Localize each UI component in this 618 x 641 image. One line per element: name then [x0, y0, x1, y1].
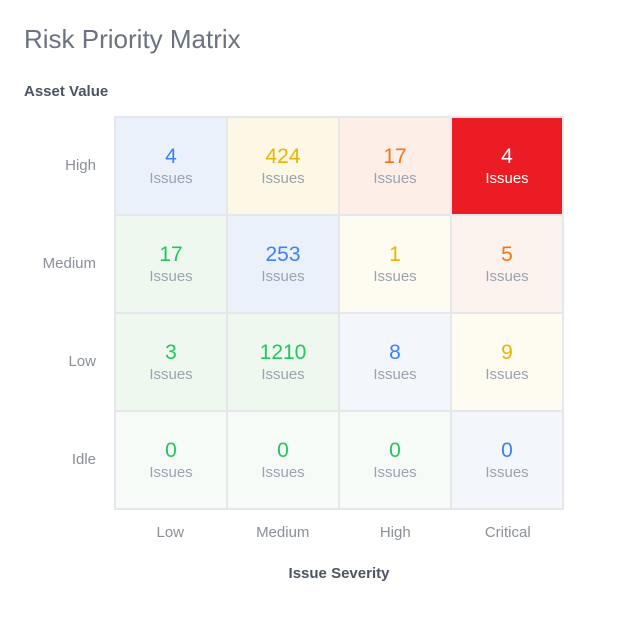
cell-count: 0 [277, 439, 289, 462]
x-axis-title: Issue Severity [114, 565, 564, 582]
cell-sublabel: Issues [485, 170, 528, 187]
y-axis-title: Asset Value [24, 83, 594, 100]
row-label-low: Low [24, 312, 114, 410]
row-label-idle: Idle [24, 410, 114, 508]
cell-sublabel: Issues [149, 170, 192, 187]
cell-count: 0 [165, 439, 177, 462]
matrix-cell[interactable]: 0 Issues [339, 411, 451, 509]
cell-count: 17 [383, 145, 406, 168]
row-labels: HighMediumLowIdle [24, 116, 114, 510]
matrix-cell[interactable]: 0 Issues [115, 411, 227, 509]
matrix-cell[interactable]: 1 Issues [339, 215, 451, 313]
col-label-high: High [339, 524, 452, 541]
cell-count: 1 [389, 243, 401, 266]
matrix-cell[interactable]: 17 Issues [339, 117, 451, 215]
matrix-cell[interactable]: 3 Issues [115, 313, 227, 411]
cell-sublabel: Issues [485, 268, 528, 285]
cell-sublabel: Issues [261, 464, 304, 481]
risk-matrix: HighMediumLowIdle 4Issues424Issues17Issu… [24, 116, 564, 582]
matrix-cell[interactable]: 9 Issues [451, 313, 563, 411]
cell-count: 1210 [260, 341, 307, 364]
cell-sublabel: Issues [149, 268, 192, 285]
matrix-cell[interactable]: 253 Issues [227, 215, 339, 313]
matrix-cell[interactable]: 1210 Issues [227, 313, 339, 411]
matrix-cell[interactable]: 17 Issues [115, 215, 227, 313]
matrix-cell[interactable]: 424 Issues [227, 117, 339, 215]
cell-sublabel: Issues [261, 268, 304, 285]
row-label-medium: Medium [24, 214, 114, 312]
matrix-cell[interactable]: 0 Issues [451, 411, 563, 509]
row-label-high: High [24, 116, 114, 214]
cell-sublabel: Issues [485, 464, 528, 481]
cell-sublabel: Issues [373, 366, 416, 383]
cell-sublabel: Issues [373, 464, 416, 481]
col-label-low: Low [114, 524, 227, 541]
page-title: Risk Priority Matrix [24, 24, 594, 55]
cell-count: 4 [501, 145, 513, 168]
matrix-cell[interactable]: 4 Issues [451, 117, 563, 215]
cell-sublabel: Issues [149, 464, 192, 481]
col-label-medium: Medium [227, 524, 340, 541]
matrix-cell[interactable]: 5 Issues [451, 215, 563, 313]
cell-sublabel: Issues [261, 170, 304, 187]
cell-count: 0 [389, 439, 401, 462]
cell-count: 8 [389, 341, 401, 364]
cell-count: 9 [501, 341, 513, 364]
matrix-grid: 4Issues424Issues17Issues4Issues17Issues2… [114, 116, 564, 510]
cell-count: 4 [165, 145, 177, 168]
cell-sublabel: Issues [373, 268, 416, 285]
cell-sublabel: Issues [261, 366, 304, 383]
matrix-cell[interactable]: 4 Issues [115, 117, 227, 215]
cell-sublabel: Issues [485, 366, 528, 383]
col-labels: LowMediumHighCritical [114, 524, 564, 541]
matrix-cell[interactable]: 0 Issues [227, 411, 339, 509]
matrix-cell[interactable]: 8 Issues [339, 313, 451, 411]
cell-count: 3 [165, 341, 177, 364]
cell-sublabel: Issues [373, 170, 416, 187]
cell-count: 5 [501, 243, 513, 266]
cell-count: 17 [159, 243, 182, 266]
cell-count: 253 [265, 243, 300, 266]
col-label-critical: Critical [452, 524, 565, 541]
cell-count: 0 [501, 439, 513, 462]
cell-count: 424 [265, 145, 300, 168]
cell-sublabel: Issues [149, 366, 192, 383]
